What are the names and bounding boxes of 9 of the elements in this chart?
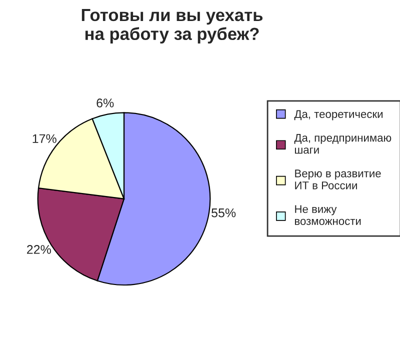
data-label: 55% <box>212 208 236 218</box>
legend-label: Не вижу возможности <box>294 205 361 225</box>
legend-label: Да, предпринимаю шаги <box>294 134 392 154</box>
data-label: 22% <box>27 245 51 254</box>
legend-label: Да, теоретически <box>294 110 383 120</box>
chart-title: Готовы ли вы уехать на работу за рубеж? <box>82 9 263 44</box>
data-label: 6% <box>96 98 114 108</box>
legend-label: Верю в развитие ИТ в России <box>295 170 381 190</box>
data-label: 17% <box>32 134 56 143</box>
